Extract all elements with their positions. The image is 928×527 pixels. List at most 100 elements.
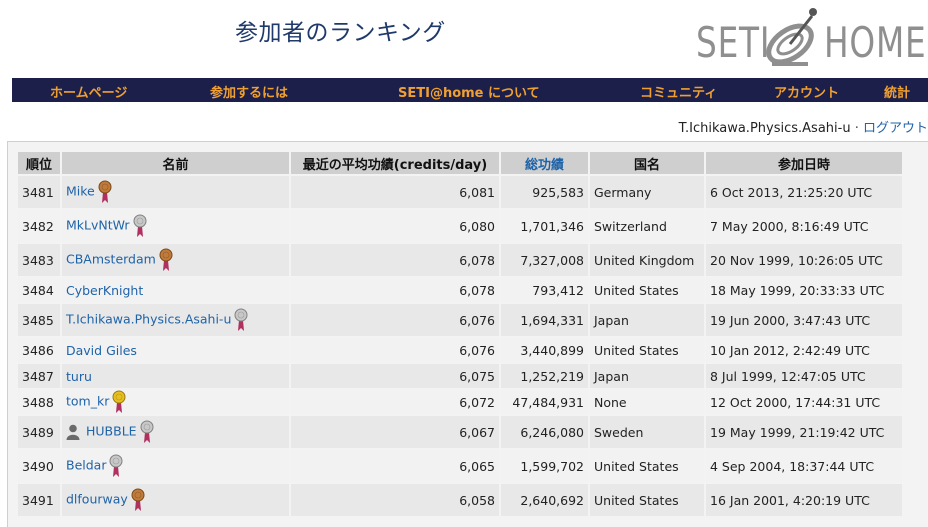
logo-text-right: HOME <box>824 18 927 67</box>
cell-name: CyberKnight <box>62 278 289 302</box>
medal-icon <box>133 214 147 237</box>
cell-total-credit: 1,694,331 <box>501 304 588 336</box>
medal-icon <box>98 180 112 203</box>
satellite-dish-icon <box>766 8 817 66</box>
cell-joined: 4 Sep 2004, 18:37:44 UTC <box>706 450 902 482</box>
cell-rank: 3488 <box>18 390 60 414</box>
cell-avg-credit: 6,080 <box>291 210 499 242</box>
cell-joined: 10 Jan 2012, 2:42:49 UTC <box>706 338 902 362</box>
medal-icon <box>109 454 123 477</box>
cell-country: None <box>590 390 704 414</box>
cell-name: tom_kr <box>62 390 289 414</box>
cell-total-credit: 7,327,008 <box>501 244 588 276</box>
header-rank: 順位 <box>18 152 60 174</box>
user-link[interactable]: tom_kr <box>66 393 110 409</box>
cell-country: Switzerland <box>590 210 704 242</box>
user-link[interactable]: MkLvNtWr <box>66 217 130 233</box>
table-row: 3485 T.Ichikawa.Physics.Asahi-u 6,076 1,694… <box>18 304 902 336</box>
cell-country: United States <box>590 338 704 362</box>
cell-avg-credit: 6,072 <box>291 390 499 414</box>
cell-country: Germany <box>590 176 704 208</box>
cell-rank: 3481 <box>18 176 60 208</box>
logout-link[interactable]: ログアウト <box>862 121 928 136</box>
cell-total-credit: 1,252,219 <box>501 364 588 388</box>
table-row: 3489 HUBBLE 6,067 6,246,080 Sweden 19 May 199… <box>18 416 902 448</box>
table-row: 3488 tom_kr 6,072 47,484,931 None 12 Oct 2000… <box>18 390 902 414</box>
cell-name: Mike <box>62 176 289 208</box>
medal-icon <box>140 420 154 443</box>
cell-name: David Giles <box>62 338 289 362</box>
user-link[interactable]: T.Ichikawa.Physics.Asahi-u <box>66 311 232 327</box>
cell-country: United States <box>590 484 704 516</box>
cell-name: Beldar <box>62 450 289 482</box>
header-name: 名前 <box>62 152 289 174</box>
user-link[interactable]: turu <box>66 368 92 384</box>
cell-rank: 3489 <box>18 416 60 448</box>
username-link[interactable]: T.Ichikawa.Physics.Asahi-u <box>678 121 851 136</box>
person-icon <box>66 424 80 440</box>
cell-avg-credit: 6,078 <box>291 244 499 276</box>
cell-total-credit: 793,412 <box>501 278 588 302</box>
nav-account[interactable]: アカウント <box>774 86 840 101</box>
cell-avg-credit: 6,076 <box>291 338 499 362</box>
medal-icon <box>131 488 145 511</box>
header-country: 国名 <box>590 152 704 174</box>
nav-about[interactable]: SETI@home について <box>398 86 540 101</box>
cell-name: turu <box>62 364 289 388</box>
table-row: 3484 CyberKnight 6,078 793,412 United States… <box>18 278 902 302</box>
cell-avg-credit: 6,076 <box>291 304 499 336</box>
ranking-table: 順位 名前 最近の平均功績(credits/day) 総功績 国名 参加日時 3… <box>16 150 904 518</box>
header-total-credit[interactable]: 総功績 <box>501 152 588 174</box>
cell-joined: 18 May 1999, 20:33:33 UTC <box>706 278 902 302</box>
nav-join[interactable]: 参加するには <box>210 86 289 101</box>
cell-total-credit: 1,599,702 <box>501 450 588 482</box>
cell-avg-credit: 6,058 <box>291 484 499 516</box>
cell-avg-credit: 6,078 <box>291 278 499 302</box>
user-link[interactable]: dlfourway <box>66 491 128 507</box>
cell-avg-credit: 6,067 <box>291 416 499 448</box>
cell-total-credit: 3,440,899 <box>501 338 588 362</box>
cell-joined: 19 May 1999, 21:19:42 UTC <box>706 416 902 448</box>
user-status: T.Ichikawa.Physics.Asahi-u · ログアウト <box>679 117 928 136</box>
medal-icon <box>112 390 126 413</box>
medal-icon <box>234 308 248 331</box>
cell-total-credit: 6,246,080 <box>501 416 588 448</box>
user-link[interactable]: David Giles <box>66 342 137 358</box>
cell-name: dlfourway <box>62 484 289 516</box>
cell-name: HUBBLE <box>62 416 289 448</box>
cell-name: CBAmsterdam <box>62 244 289 276</box>
nav-community[interactable]: コミュニティ <box>640 86 718 101</box>
medal-icon <box>159 248 173 271</box>
seti-home-logo[interactable]: SETI HOME <box>696 4 926 70</box>
nav-bar: ホームページ 参加するには SETI@home について コミュニティ アカウン… <box>12 78 928 102</box>
nav-stats[interactable]: 統計 <box>884 86 911 101</box>
cell-joined: 16 Jan 2001, 4:20:19 UTC <box>706 484 902 516</box>
user-link[interactable]: Mike <box>66 183 95 199</box>
cell-country: Japan <box>590 364 704 388</box>
cell-rank: 3486 <box>18 338 60 362</box>
cell-country: United States <box>590 278 704 302</box>
cell-name: T.Ichikawa.Physics.Asahi-u <box>62 304 289 336</box>
table-row: 3483 CBAmsterdam 6,078 7,327,008 United King… <box>18 244 902 276</box>
user-link[interactable]: HUBBLE <box>86 423 137 439</box>
cell-rank: 3490 <box>18 450 60 482</box>
cell-rank: 3485 <box>18 304 60 336</box>
cell-joined: 6 Oct 2013, 21:25:20 UTC <box>706 176 902 208</box>
ranking-panel: 順位 名前 最近の平均功績(credits/day) 総功績 国名 参加日時 3… <box>7 141 928 527</box>
cell-avg-credit: 6,075 <box>291 364 499 388</box>
nav-home[interactable]: ホームページ <box>50 86 128 101</box>
cell-joined: 19 Jun 2000, 3:47:43 UTC <box>706 304 902 336</box>
cell-joined: 7 May 2000, 8:16:49 UTC <box>706 210 902 242</box>
separator: · <box>854 121 859 136</box>
cell-rank: 3482 <box>18 210 60 242</box>
cell-rank: 3483 <box>18 244 60 276</box>
user-link[interactable]: CBAmsterdam <box>66 251 156 267</box>
cell-joined: 20 Nov 1999, 10:26:05 UTC <box>706 244 902 276</box>
logo-text-left: SETI <box>696 18 771 67</box>
cell-rank: 3487 <box>18 364 60 388</box>
user-link[interactable]: Beldar <box>66 457 107 473</box>
cell-total-credit: 1,701,346 <box>501 210 588 242</box>
cell-country: Sweden <box>590 416 704 448</box>
user-link[interactable]: CyberKnight <box>66 282 144 298</box>
cell-avg-credit: 6,081 <box>291 176 499 208</box>
